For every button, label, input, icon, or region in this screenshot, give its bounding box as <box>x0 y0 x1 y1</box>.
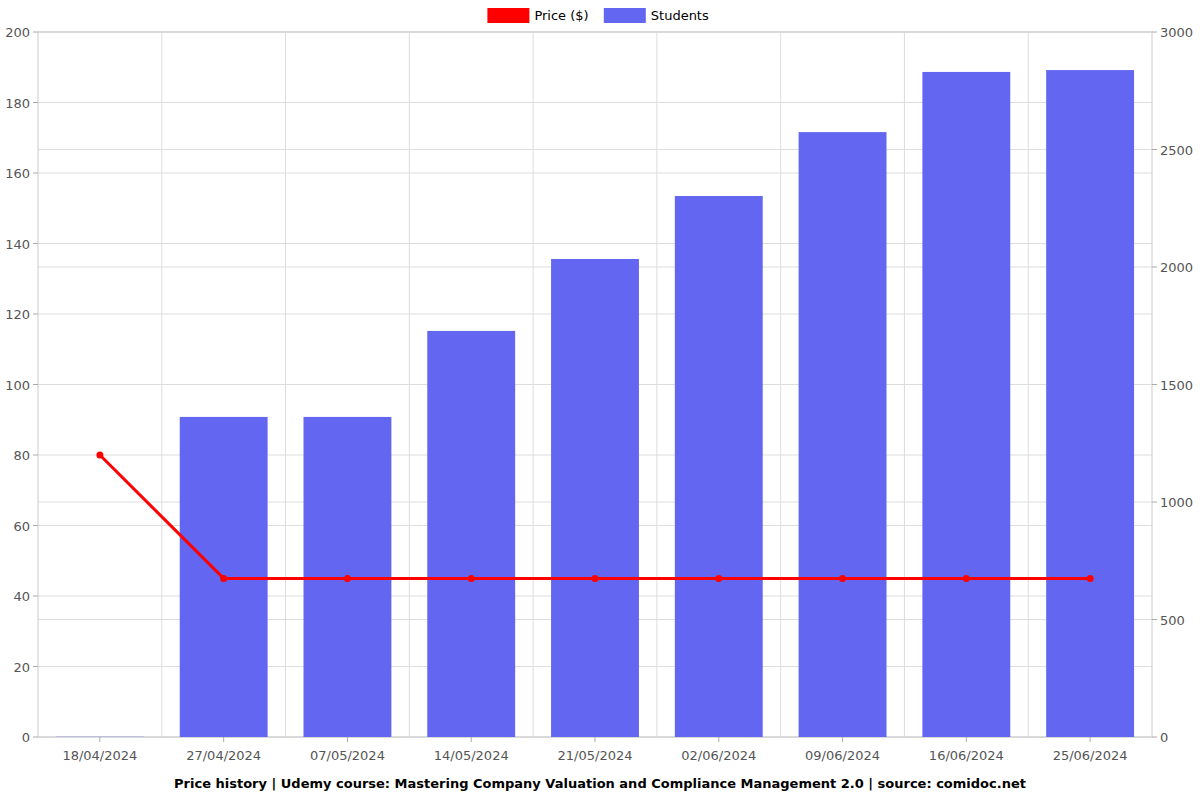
tick-label-y2: 500 <box>1160 613 1185 628</box>
tick-label-y: 20 <box>13 660 30 675</box>
tick-label-y: 140 <box>5 237 30 252</box>
tick-label-x: 16/06/2024 <box>929 748 1004 763</box>
tick-label-y: 180 <box>5 96 30 111</box>
tick-y <box>33 243 38 244</box>
tick-y <box>33 173 38 174</box>
tick-label-y: 60 <box>13 519 30 534</box>
grid-line-x <box>904 32 905 737</box>
tick-label-y2: 2000 <box>1160 260 1193 275</box>
line <box>100 455 1090 578</box>
chart: 0204060801001201401601802000500100015002… <box>0 0 1200 800</box>
tick-label-x: 07/05/2024 <box>310 748 385 763</box>
tick-label-y: 40 <box>13 589 30 604</box>
tick-x <box>595 737 596 742</box>
tick-y <box>33 314 38 315</box>
tick-label-y2: 0 <box>1160 730 1168 745</box>
legend-label: Students <box>651 8 709 23</box>
tick-y2 <box>1152 384 1157 385</box>
bar <box>799 132 887 737</box>
tick-y2 <box>1152 149 1157 150</box>
tick-x <box>223 737 224 742</box>
legend-label: Price ($) <box>534 8 588 23</box>
tick-label-x: 25/06/2024 <box>1053 748 1128 763</box>
tick-label-y: 80 <box>13 448 30 463</box>
tick-label-y: 200 <box>5 25 30 40</box>
grid-line-x <box>780 32 781 737</box>
tick-y2 <box>1152 737 1157 738</box>
grid-line-x <box>656 32 657 737</box>
tick-y2 <box>1152 32 1157 33</box>
grid <box>38 32 1152 737</box>
tick-x <box>966 737 967 742</box>
marker <box>96 452 103 459</box>
bar <box>427 331 515 737</box>
tick-y <box>33 32 38 33</box>
tick-label-y2: 1000 <box>1160 495 1193 510</box>
plot-frame <box>38 32 1152 737</box>
tick-y <box>33 525 38 526</box>
tick-x <box>99 737 100 742</box>
title: Price history | Udemy course: Mastering … <box>174 776 1026 791</box>
legend: Price ($) Students <box>487 8 709 23</box>
legend-swatch <box>487 8 529 23</box>
grid-line-x <box>409 32 410 737</box>
grid-line-x <box>161 32 162 737</box>
marker <box>344 575 351 582</box>
tick-label-y: 0 <box>22 730 30 745</box>
tick-label-x: 21/05/2024 <box>558 748 633 763</box>
tick-label-y2: 2500 <box>1160 143 1193 158</box>
tick-y <box>33 666 38 667</box>
tick-x <box>347 737 348 742</box>
legend-swatch <box>604 8 646 23</box>
marker <box>839 575 846 582</box>
tick-label-y2: 1500 <box>1160 378 1193 393</box>
tick-y <box>33 596 38 597</box>
tick-y2 <box>1152 502 1157 503</box>
marker <box>715 575 722 582</box>
tick-label-x: 27/04/2024 <box>186 748 261 763</box>
marker <box>1087 575 1094 582</box>
tick-y <box>33 102 38 103</box>
tick-label-y: 160 <box>5 166 30 181</box>
grid-line-x <box>285 32 286 737</box>
line-series <box>96 452 1093 582</box>
tick-x <box>1090 737 1091 742</box>
tick-label-y: 120 <box>5 307 30 322</box>
tick-label-y2: 3000 <box>1160 25 1193 40</box>
tick-label-x: 09/06/2024 <box>805 748 880 763</box>
bar <box>675 196 763 737</box>
tick-y <box>33 384 38 385</box>
tick-label-x: 14/05/2024 <box>434 748 509 763</box>
tick-y <box>33 455 38 456</box>
marker <box>592 575 599 582</box>
axes: 0204060801001201401601802000500100015002… <box>5 25 1193 763</box>
tick-x <box>471 737 472 742</box>
marker <box>468 575 475 582</box>
bar-series <box>56 70 1134 737</box>
grid-line-x <box>1028 32 1029 737</box>
marker <box>220 575 227 582</box>
bar <box>56 736 144 737</box>
tick-y2 <box>1152 619 1157 620</box>
bar <box>551 259 639 737</box>
tick-y2 <box>1152 267 1157 268</box>
tick-label-x: 02/06/2024 <box>681 748 756 763</box>
bar <box>1046 70 1134 737</box>
marks <box>56 70 1134 737</box>
marker <box>963 575 970 582</box>
bar <box>922 72 1010 737</box>
tick-x <box>718 737 719 742</box>
grid-line-x <box>533 32 534 737</box>
tick-y <box>33 737 38 738</box>
tick-label-x: 18/04/2024 <box>62 748 137 763</box>
tick-label-y: 100 <box>5 378 30 393</box>
tick-x <box>842 737 843 742</box>
